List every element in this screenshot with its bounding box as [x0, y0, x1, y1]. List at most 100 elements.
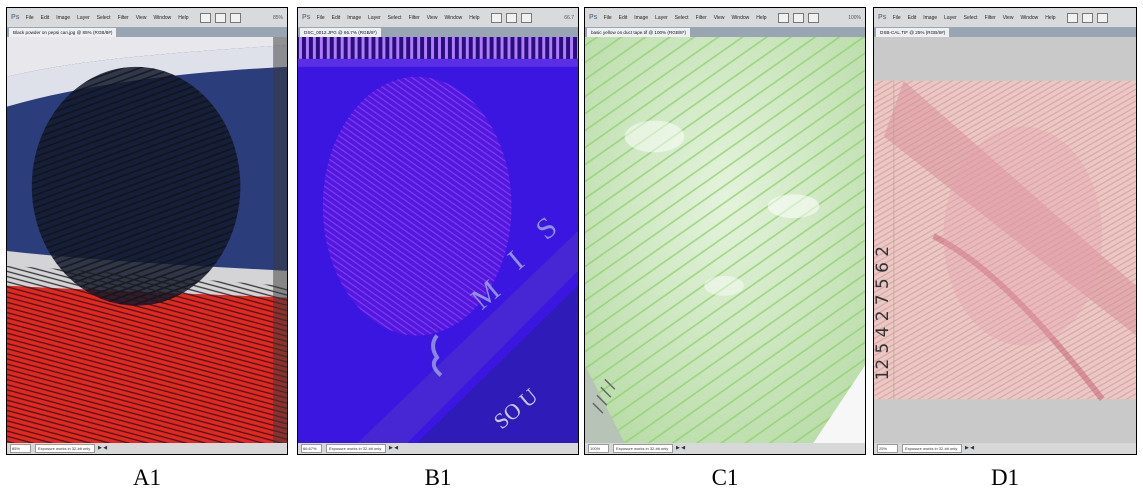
- status-bar: 66.67% Exposure works in 32-bit only ▶ ◀: [298, 443, 578, 454]
- menu-view[interactable]: View: [135, 14, 147, 21]
- status-menu-arrow-icon[interactable]: ▶ ◀: [98, 445, 108, 451]
- menu-image[interactable]: Image: [347, 14, 362, 21]
- menu-window[interactable]: Window: [731, 14, 750, 21]
- menu-bar: Ps File Edit Image Layer Select Filter V…: [7, 8, 287, 27]
- status-menu-arrow-icon[interactable]: ▶ ◀: [676, 445, 686, 451]
- menu-help[interactable]: Help: [178, 14, 189, 21]
- document-tab-bar: DSB-CAL.TIF @ 25% (RGB/8#): [874, 27, 1136, 37]
- menu-layer[interactable]: Layer: [77, 14, 90, 21]
- menu-layer[interactable]: Layer: [368, 14, 381, 21]
- menu-layer[interactable]: Layer: [944, 14, 957, 21]
- menu-window[interactable]: Window: [444, 14, 463, 21]
- menu-edit[interactable]: Edit: [331, 14, 341, 21]
- menu-layer[interactable]: Layer: [655, 14, 668, 21]
- status-menu-arrow-icon[interactable]: ▶ ◀: [389, 445, 399, 451]
- fingerprint-uv-purple-image: M I S SO U: [298, 37, 578, 443]
- status-zoom-field[interactable]: 85%: [10, 444, 31, 453]
- menu-image[interactable]: Image: [634, 14, 649, 21]
- photoshop-window-c1: Ps File Edit Image Layer Select Filter V…: [584, 7, 866, 455]
- menu-view[interactable]: View: [1002, 14, 1014, 21]
- menu-view[interactable]: View: [713, 14, 725, 21]
- status-zoom-field[interactable]: 100%: [588, 444, 609, 453]
- menu-view[interactable]: View: [426, 14, 438, 21]
- menu-file[interactable]: File: [603, 14, 612, 21]
- document-tab[interactable]: DSC_0012.JPG @ 66.7% (RGB/8*): [300, 28, 381, 37]
- menu-edit[interactable]: Edit: [907, 14, 917, 21]
- document-tab-bar: Black powder on pepsi can.jpg @ 85% (RGB…: [7, 27, 287, 37]
- status-bar: 85% Exposure works in 32-bit only ▶ ◀: [7, 443, 287, 454]
- status-info[interactable]: Exposure works in 32-bit only: [613, 444, 673, 453]
- photoshop-app-icon: Ps: [302, 14, 311, 21]
- image-canvas[interactable]: [7, 37, 287, 443]
- panel-label-a1: A1: [132, 465, 162, 490]
- menu-file[interactable]: File: [316, 14, 325, 21]
- handwritten-note: 12 5 4 2 7 5 6 2: [874, 246, 892, 380]
- image-canvas[interactable]: 12 5 4 2 7 5 6 2: [874, 37, 1136, 443]
- arrange-documents-icon[interactable]: [214, 12, 226, 23]
- status-info[interactable]: Exposure works in 32-bit only: [35, 444, 95, 453]
- screen-mode-icon[interactable]: [807, 12, 819, 23]
- arrange-documents-icon[interactable]: [505, 12, 517, 23]
- status-zoom-field[interactable]: 25%: [877, 444, 898, 453]
- document-tab[interactable]: basic yellow on duct tape.tif @ 100% (RG…: [587, 28, 691, 37]
- fingerprint-black-powder-image: [7, 37, 287, 443]
- photoshop-app-icon: Ps: [878, 14, 887, 21]
- menu-filter[interactable]: Filter: [408, 14, 420, 21]
- menu-select[interactable]: Select: [674, 14, 689, 21]
- document-tab[interactable]: Black powder on pepsi can.jpg @ 85% (RGB…: [9, 28, 117, 37]
- zoom-level[interactable]: 100%: [848, 14, 861, 21]
- status-menu-arrow-icon[interactable]: ▶ ◀: [965, 445, 975, 451]
- zoom-level[interactable]: 66.7: [564, 14, 574, 21]
- status-info[interactable]: Exposure works in 32-bit only: [326, 444, 386, 453]
- launch-bridge-icon[interactable]: [1066, 12, 1078, 23]
- photoshop-window-a1: Ps File Edit Image Layer Select Filter V…: [6, 7, 288, 455]
- image-canvas[interactable]: M I S SO U: [298, 37, 578, 443]
- status-zoom-field[interactable]: 66.67%: [301, 444, 322, 453]
- launch-bridge-icon[interactable]: [199, 12, 211, 23]
- menu-filter[interactable]: Filter: [117, 14, 129, 21]
- menu-help[interactable]: Help: [469, 14, 480, 21]
- document-tab-bar: DSC_0012.JPG @ 66.7% (RGB/8*): [298, 27, 578, 37]
- menu-file[interactable]: File: [25, 14, 34, 21]
- panel-label-b1: B1: [424, 465, 452, 490]
- menu-image[interactable]: Image: [56, 14, 71, 21]
- menu-window[interactable]: Window: [1020, 14, 1039, 21]
- launch-bridge-icon[interactable]: [777, 12, 789, 23]
- photoshop-window-d1: Ps File Edit Image Layer Select Filter V…: [873, 7, 1137, 455]
- zoom-level[interactable]: 85%: [272, 14, 283, 21]
- menu-bar: Ps File Edit Image Layer Select Filter V…: [298, 8, 578, 27]
- arrange-documents-icon[interactable]: [1081, 12, 1093, 23]
- menu-file[interactable]: File: [892, 14, 901, 21]
- status-bar: 25% Exposure works in 32-bit only ▶ ◀: [874, 443, 1136, 454]
- menu-select[interactable]: Select: [963, 14, 978, 21]
- panel-label-d1: D1: [990, 465, 1020, 490]
- fingerprint-banknote-image: 12 5 4 2 7 5 6 2: [874, 37, 1136, 443]
- status-info[interactable]: Exposure works in 32-bit only: [902, 444, 962, 453]
- screen-mode-icon[interactable]: [229, 12, 241, 23]
- menu-select[interactable]: Select: [387, 14, 402, 21]
- status-bar: 100% Exposure works in 32-bit only ▶ ◀: [585, 443, 865, 454]
- menu-select[interactable]: Select: [96, 14, 111, 21]
- menu-bar: Ps File Edit Image Layer Select Filter V…: [874, 8, 1136, 27]
- image-canvas[interactable]: [585, 37, 865, 443]
- photoshop-window-b1: Ps File Edit Image Layer Select Filter V…: [297, 7, 579, 455]
- menu-filter[interactable]: Filter: [695, 14, 707, 21]
- document-tab[interactable]: DSB-CAL.TIF @ 25% (RGB/8#): [876, 28, 950, 37]
- panel-label-c1: C1: [711, 465, 739, 490]
- photoshop-app-icon: Ps: [589, 14, 598, 21]
- arrange-documents-icon[interactable]: [792, 12, 804, 23]
- fingerprint-duct-tape-image: [585, 37, 865, 443]
- menu-edit[interactable]: Edit: [618, 14, 628, 21]
- document-tab-bar: basic yellow on duct tape.tif @ 100% (RG…: [585, 27, 865, 37]
- menu-edit[interactable]: Edit: [40, 14, 50, 21]
- menu-help[interactable]: Help: [756, 14, 767, 21]
- photoshop-app-icon: Ps: [11, 14, 20, 21]
- menu-filter[interactable]: Filter: [984, 14, 996, 21]
- screen-mode-icon[interactable]: [1096, 12, 1108, 23]
- menu-help[interactable]: Help: [1045, 14, 1056, 21]
- menu-bar: Ps File Edit Image Layer Select Filter V…: [585, 8, 865, 27]
- menu-image[interactable]: Image: [923, 14, 938, 21]
- screen-mode-icon[interactable]: [520, 12, 532, 23]
- launch-bridge-icon[interactable]: [490, 12, 502, 23]
- menu-window[interactable]: Window: [153, 14, 172, 21]
